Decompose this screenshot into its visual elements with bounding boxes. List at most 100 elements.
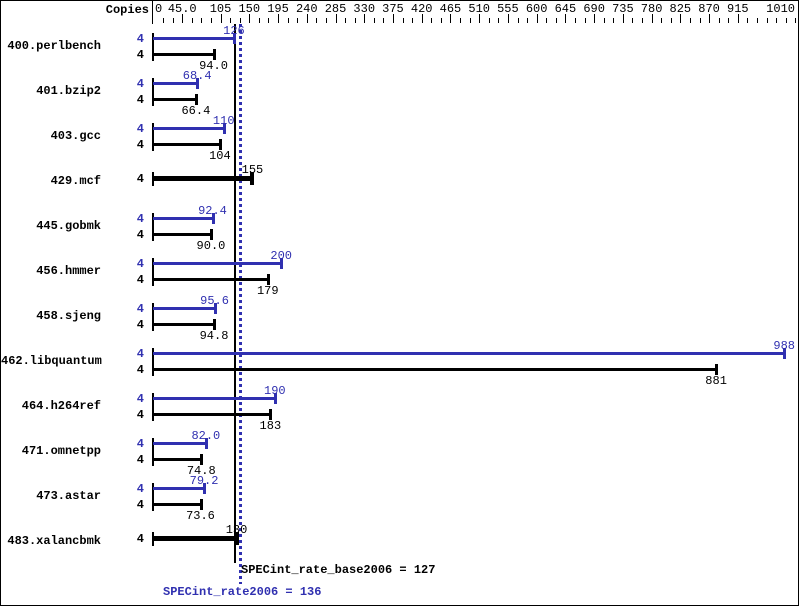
axis-tick-label: 0 [154, 2, 163, 16]
axis-minor-tick [690, 18, 691, 23]
axis-tick-label: 690 [583, 2, 605, 16]
axis-major-tick [249, 14, 250, 23]
benchmark-name-label: 445.gobmk [36, 219, 101, 233]
axis-minor-tick [661, 18, 662, 23]
base-value-label: 94.0 [199, 58, 228, 73]
bar-end-cap [213, 49, 216, 60]
peak-bar [153, 127, 224, 130]
axis-minor-tick [316, 18, 317, 23]
copies-value-label: 4 [136, 497, 144, 512]
row-start-bracket [152, 77, 154, 106]
peak-value-label: 126 [223, 23, 245, 38]
copies-value-label: 4 [136, 346, 144, 361]
peak-value-label: 200 [270, 248, 293, 263]
copies-value-label: 4 [136, 31, 144, 46]
axis-major-tick [221, 14, 222, 23]
axis-major-tick [508, 14, 509, 23]
axis-minor-tick [460, 18, 461, 23]
bar-end-cap [203, 483, 206, 494]
combined-bar [153, 176, 253, 181]
bar-end-cap [196, 78, 199, 89]
axis-minor-tick [259, 18, 260, 23]
axis-minor-tick [268, 18, 269, 23]
row-start-bracket [152, 32, 154, 61]
copies-value-label: 4 [136, 47, 144, 62]
bar-end-cap [715, 364, 718, 375]
axis-major-tick [738, 14, 739, 23]
copies-value-label: 4 [136, 211, 144, 226]
benchmark-name-label: 403.gcc [50, 129, 101, 143]
row-start-bracket [152, 482, 154, 511]
axis-major-tick [623, 14, 624, 23]
axis-minor-tick [163, 18, 164, 23]
axis-minor-tick [441, 18, 442, 23]
bar-end-cap [214, 303, 217, 314]
axis-minor-tick [518, 18, 519, 23]
axis-minor-tick [585, 18, 586, 23]
axis-tick-label: 45.0 [167, 2, 197, 16]
axis-tick-label: 330 [353, 2, 376, 16]
bar-end-cap [205, 438, 208, 449]
peak-bar [153, 262, 282, 265]
benchmark-name-label: 458.sjeng [36, 309, 101, 323]
axis-minor-tick [201, 18, 202, 23]
axis-minor-tick [700, 18, 701, 23]
copies-value-label: 4 [136, 227, 144, 242]
combined-value-label: 155 [241, 162, 264, 177]
peak-value-label: 79.2 [189, 473, 219, 488]
axis-minor-tick [757, 18, 758, 23]
benchmark-name-label: 400.perlbench [7, 39, 101, 53]
axis-minor-tick [671, 18, 672, 23]
copies-value-label: 4 [136, 171, 144, 186]
axis-tick-label: 420 [410, 2, 433, 16]
axis-left-border [152, 1, 153, 24]
peak-reference-line [239, 24, 242, 584]
axis-major-tick [393, 14, 394, 23]
copies-value-label: 4 [136, 137, 144, 152]
bar-end-cap [233, 33, 236, 44]
base-value-label: 104 [209, 148, 231, 163]
bar-end-cap [212, 213, 215, 224]
peak-value-label: 110 [212, 113, 235, 128]
axis-minor-tick [728, 18, 729, 23]
axis-minor-tick [431, 18, 432, 23]
axis-minor-tick [192, 18, 193, 23]
base-bar [153, 368, 717, 371]
axis-minor-tick [498, 18, 499, 23]
row-start-bracket [152, 392, 154, 421]
axis-major-tick [307, 14, 308, 23]
peak-bar [153, 487, 205, 490]
bar-end-cap [783, 348, 786, 359]
base-value-label: 183 [259, 418, 282, 433]
axis-minor-tick [230, 18, 231, 23]
base-bar [153, 143, 220, 146]
benchmark-name-label: 462.libquantum [1, 354, 102, 368]
axis-tick-label: 780 [640, 2, 663, 16]
benchmark-name-label: 429.mcf [50, 174, 101, 188]
axis-minor-tick [374, 18, 375, 23]
axis-tick-label: 105 [209, 2, 232, 16]
row-start-bracket [152, 212, 154, 241]
axis-major-tick [422, 14, 423, 23]
axis-minor-tick [747, 18, 748, 23]
axis-major-tick [565, 14, 566, 23]
bar-end-cap [200, 499, 203, 510]
axis-tick-label: 870 [698, 2, 720, 16]
peak-value-label: 190 [264, 383, 286, 398]
axis-major-tick [594, 14, 595, 23]
axis-minor-tick [403, 18, 404, 23]
bar-end-cap [274, 393, 277, 404]
combined-value-label: 130 [225, 522, 248, 537]
peak-bar [153, 352, 785, 355]
bar-end-cap [280, 258, 283, 269]
axis-tick-label: 1010 [766, 2, 795, 16]
bar-end-cap [267, 274, 270, 285]
bar-end-cap [213, 319, 216, 330]
axis-tick-label: 555 [497, 2, 519, 16]
base-bar [153, 503, 201, 506]
peak-result-text: SPECint_rate2006 = 136 [163, 585, 322, 599]
axis-minor-tick [412, 18, 413, 23]
axis-minor-tick [355, 18, 356, 23]
axis-minor-tick [546, 18, 547, 23]
